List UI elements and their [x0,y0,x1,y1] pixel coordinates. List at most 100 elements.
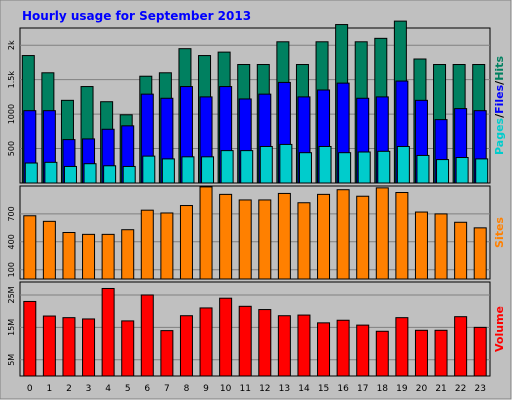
y-axis-label-part: Sites [493,217,506,248]
bar-pages [83,163,97,184]
bar-pages [201,156,215,184]
bar-volume [277,315,291,377]
bar-sites [219,193,233,280]
y-axis-label-part: / [493,113,506,118]
bar-sites [297,202,311,280]
plot-area [19,185,491,280]
x-tick-label: 17 [357,384,368,394]
x-tick-label: 19 [396,384,408,394]
bar-sites [23,215,37,280]
bar-sites [336,189,350,280]
x-tick-label: 2 [66,384,72,394]
bar-sites [42,220,56,280]
bar-sites [179,205,193,280]
x-tick-label: 4 [105,384,111,394]
bar-sites [395,192,409,280]
bar-pages [122,165,136,184]
bar-sites [454,221,468,280]
y-tick-label: 5M [7,354,16,366]
bar-volume [414,329,428,377]
bar-pages [63,165,77,184]
y-axis-label: Volume [493,306,506,352]
plot-area [19,27,491,184]
x-tick-label: 6 [144,384,150,394]
bar-pages [377,150,391,184]
bar-sites [199,186,213,280]
bar-volume [140,294,154,377]
bar-volume [317,322,331,377]
x-tick-label: 9 [203,384,209,394]
bar-pages [142,155,156,184]
bar-volume [297,314,311,377]
bar-pages [220,150,234,184]
y-axis-label-part: Volume [493,306,506,352]
bar-volume [121,320,135,377]
bar-sites [62,232,76,280]
x-tick-label: 10 [220,384,232,394]
bar-sites [140,209,154,280]
x-tick-label: 12 [259,384,270,394]
bar-pages [416,154,430,184]
bar-sites [473,227,487,280]
x-tick-label: 16 [337,384,349,394]
y-tick-label: 15M [7,319,16,336]
x-tick-label: 11 [239,384,250,394]
bar-volume [179,315,193,377]
y-tick-label: 1000 [7,104,16,124]
bar-volume [238,305,252,377]
bar-pages [455,157,469,184]
bar-volume [473,326,487,377]
bar-pages [298,152,312,184]
bar-volume [356,324,370,377]
bar-sites [258,199,272,280]
y-tick-label: 500 [7,141,16,156]
bar-volume [395,317,409,377]
bar-sites [121,229,135,280]
x-tick-label: 14 [298,384,310,394]
bar-pages [396,145,410,184]
bar-volume [42,315,56,377]
x-tick-label: 23 [474,384,485,394]
bar-volume [258,309,272,377]
x-tick-label: 5 [125,384,131,394]
y-tick-label: 100 [7,262,16,277]
y-tick-label: 25M [7,286,16,303]
y-tick-label: 400 [7,234,16,249]
bar-volume [62,317,76,377]
y-tick-label: 700 [7,206,16,221]
bar-volume [82,318,96,377]
y-axis-label-part: Pages [493,117,506,155]
bar-pages [357,151,371,184]
bar-sites [238,199,252,280]
bar-pages [475,158,489,184]
bar-pages [279,143,293,184]
y-axis-label-part: Hits [493,56,506,81]
panel-sites: 100 400 700 Sites [7,185,506,280]
bar-pages [259,145,273,184]
bar-pages [240,150,254,184]
bar-sites [434,213,448,280]
bar-pages [161,158,175,184]
bar-volume [336,319,350,377]
x-tick-label: 20 [416,384,428,394]
x-tick-label: 0 [27,384,33,394]
bar-sites [277,192,291,280]
y-axis-label-part: / [493,80,506,85]
bar-sites [160,212,174,280]
y-tick-label: 2k [7,40,16,50]
y-axis-label: Sites [493,217,506,248]
x-tick-label: 3 [86,384,92,394]
bar-pages [338,152,352,184]
bar-volume [199,307,213,377]
chart-title: Hourly usage for September 2013 [22,9,251,23]
bar-pages [436,159,450,184]
bar-sites [414,211,428,280]
bar-pages [24,162,38,184]
bar-volume [434,329,448,377]
x-tick-label: 22 [455,384,466,394]
y-tick-label: 1.5k [7,71,16,89]
x-tick-label: 1 [47,384,53,394]
